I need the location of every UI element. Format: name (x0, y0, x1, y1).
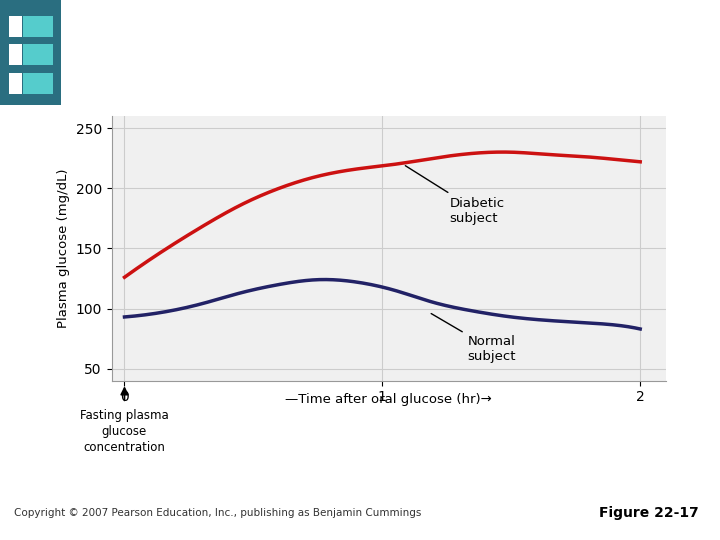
Text: of Glucose Tolerance Tests: of Glucose Tolerance Tests (68, 66, 400, 86)
Text: Copyright © 2007 Pearson Education, Inc., publishing as Benjamin Cummings: Copyright © 2007 Pearson Education, Inc.… (14, 508, 422, 518)
Bar (0, 0, 61, 105)
Text: Fasting plasma
glucose
concentration: Fasting plasma glucose concentration (80, 409, 169, 454)
Text: Normal and Abnormal Results: Normal and Abnormal Results (68, 22, 443, 42)
Text: Normal
subject: Normal subject (431, 314, 516, 363)
Y-axis label: Plasma glucose (mg/dL): Plasma glucose (mg/dL) (57, 168, 70, 328)
Text: Diabetic
subject: Diabetic subject (405, 166, 505, 225)
Text: Figure 22-17: Figure 22-17 (598, 507, 698, 520)
Bar (23, 44, 53, 65)
Bar (9, 16, 22, 37)
Bar (23, 73, 53, 94)
Text: —Time after oral glucose (hr)→: —Time after oral glucose (hr)→ (285, 393, 492, 406)
Bar (9, 73, 22, 94)
Bar (9, 44, 22, 65)
Bar (23, 16, 53, 37)
